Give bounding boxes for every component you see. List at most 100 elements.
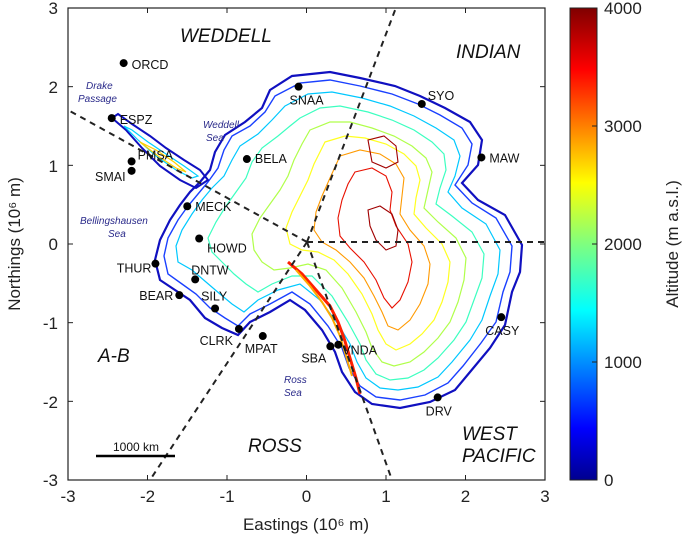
station-label: SNAA: [290, 94, 325, 108]
station-marker: [258, 332, 267, 341]
station-marker: [151, 259, 160, 268]
x-tick-label: 1: [381, 487, 390, 506]
x-axis-label: Eastings (10⁶ m): [243, 515, 369, 534]
station-label: MPAT: [245, 342, 278, 356]
colorbar-tick-label: 2000: [604, 235, 642, 254]
station-marker: [107, 114, 116, 123]
station-label: PMSA: [138, 148, 174, 162]
colorbar-label: Altitude (m a.s.l.): [663, 180, 682, 308]
sector-line: [68, 109, 308, 243]
tick-marks: [67, 7, 546, 481]
station-label: MAW: [489, 151, 519, 165]
station-marker: [127, 157, 136, 166]
station-label: ORCD: [132, 58, 169, 72]
transantarctic-ridge-2: [295, 269, 353, 377]
station-label: VNDA: [342, 344, 377, 358]
y-tick-label: 1: [49, 157, 58, 176]
colorbar-tick-label: 4000: [604, 0, 642, 18]
station-label: SILY: [201, 290, 228, 304]
sector-line: [306, 241, 393, 480]
station-marker: [433, 393, 442, 402]
colorbar-ticks: [592, 7, 597, 481]
station-label: DRV: [426, 404, 453, 418]
x-tick-label: 3: [540, 487, 549, 506]
y-tick-label: 3: [49, 0, 58, 18]
x-tick-label: -1: [219, 487, 234, 506]
colorbar-tick-label: 0: [604, 471, 613, 490]
contour-dome-c: [367, 135, 399, 169]
station-label: SBA: [301, 351, 327, 365]
peninsula-coast: [110, 112, 210, 190]
sea-label-weddell: Sea: [206, 133, 224, 144]
y-tick-label: 2: [49, 78, 58, 97]
station-marker: [417, 99, 426, 108]
contour-coast: [153, 70, 524, 410]
stations: ORCD ESPZ PMSA SMAI SNAA SYO MAW BELA MECK HOWD TH…: [95, 58, 520, 418]
sea-label-weddell: Weddell: [203, 120, 240, 131]
station-label: THUR: [117, 262, 152, 276]
colorbar-tick-label: 1000: [604, 353, 642, 372]
station-marker: [477, 153, 486, 162]
x-tick-label: 0: [302, 487, 311, 506]
station-marker: [497, 313, 506, 322]
contour-dome-a: [367, 205, 399, 251]
x-tick-label: 2: [461, 487, 470, 506]
y-axis-label: Northings (10⁶ m): [5, 177, 24, 311]
station-label: HOWD: [207, 241, 247, 255]
station-label: SYO: [428, 89, 455, 103]
x-tick-labels: -3 -2 -1 0 1 2 3: [60, 487, 549, 506]
sector-label-west: WEST: [462, 424, 518, 445]
sea-label-ross: Ross: [284, 375, 307, 386]
x-tick-label: -2: [140, 487, 155, 506]
contour-2000: [251, 121, 467, 367]
station-label: CASY: [485, 324, 520, 338]
sea-label-bellingshausen: Sea: [108, 229, 126, 240]
sector-line: [149, 241, 308, 480]
x-tick-label: -3: [60, 487, 75, 506]
y-tick-label: -3: [43, 471, 58, 490]
sector-label-ross: ROSS: [248, 436, 302, 457]
station-label: BEAR: [139, 289, 173, 303]
contour-3500: [337, 167, 413, 309]
station-marker: [183, 202, 192, 211]
station-marker: [195, 234, 204, 243]
sector-label-weddell: WEDDELL: [180, 26, 272, 47]
station-label: DNTW: [191, 263, 229, 277]
y-tick-label: 0: [49, 235, 58, 254]
station-marker: [242, 155, 251, 164]
peninsula-ridge: [139, 141, 187, 173]
station-marker: [175, 291, 184, 300]
sector-label-indian: INDIAN: [456, 42, 521, 63]
station-marker: [191, 275, 200, 284]
sea-label-bellingshausen: Bellingshausen: [80, 216, 148, 227]
station-marker: [334, 340, 343, 349]
station-marker: [211, 304, 220, 313]
station-marker: [119, 59, 128, 68]
contour-3000: [313, 149, 431, 331]
sector-line: [306, 8, 397, 243]
y-tick-label: -2: [43, 393, 58, 412]
station-label: BELA: [255, 152, 288, 166]
station-label: MECK: [195, 200, 232, 214]
contour-1000: [175, 91, 501, 391]
y-tick-labels: 3 2 1 0 -1 -2 -3: [43, 0, 58, 490]
station-label: ESPZ: [120, 113, 153, 127]
sector-lines: [68, 8, 545, 480]
peninsula-inner: [123, 125, 200, 179]
station-marker: [294, 82, 303, 91]
sector-label-pacific: PACIFIC: [462, 446, 536, 467]
sector-label-ab: A-B: [97, 346, 130, 367]
station-marker: [234, 324, 243, 333]
station-label: CLRK: [200, 334, 234, 348]
sea-label-drake: Drake: [86, 81, 113, 92]
contour-1500: [207, 105, 485, 381]
scale-bar-label: 1000 km: [113, 440, 159, 454]
station-label: SMAI: [95, 170, 126, 184]
sea-label-ross: Sea: [284, 388, 302, 399]
contour-2500: [285, 135, 451, 351]
station-marker: [127, 166, 136, 175]
sea-label-drake: Passage: [78, 94, 117, 105]
y-tick-label: -1: [43, 314, 58, 333]
station-marker: [326, 342, 335, 351]
